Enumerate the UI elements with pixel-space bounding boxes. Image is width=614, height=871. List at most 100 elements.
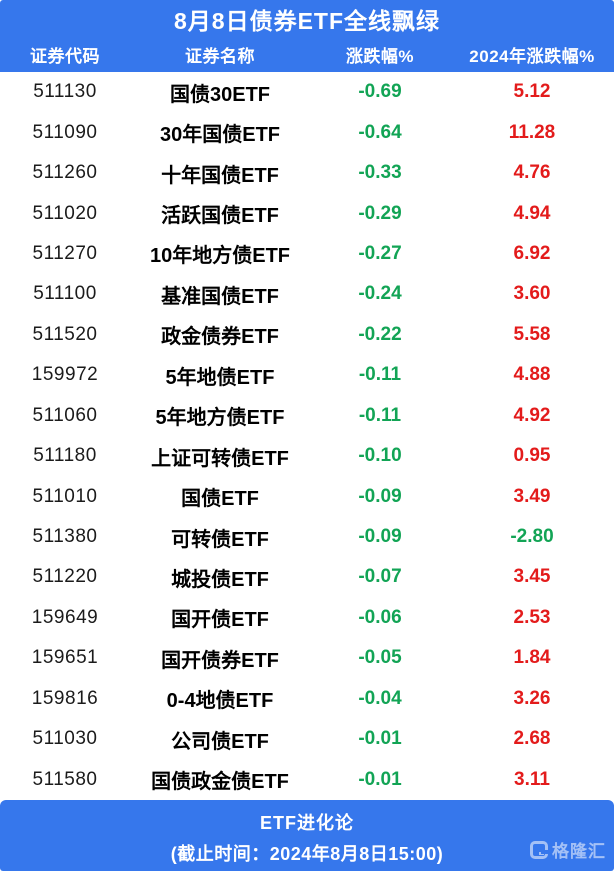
cell-security-name: 十年国债ETF — [161, 164, 279, 187]
cell-ytd-change: 3.11 — [514, 768, 550, 790]
cell-security-name: 国债政金债ETF — [151, 771, 289, 794]
col-header-name: 证券名称 — [185, 47, 255, 66]
cell-ytd-change: 4.88 — [513, 364, 551, 386]
col-header-code: 证券代码 — [30, 47, 100, 66]
cell-daily-change: -0.06 — [358, 606, 402, 628]
cell-security-name: 城投债ETF — [171, 568, 269, 591]
cell-daily-change: -0.33 — [358, 162, 402, 184]
cell-security-code: 511030 — [32, 728, 98, 750]
cell-daily-change: -0.11 — [358, 404, 402, 426]
table-body: 511130 国债30ETF -0.69 5.12 511090 30年国债ETF -0.6… — [0, 72, 614, 800]
cell-security-code: 511260 — [32, 162, 98, 184]
cell-security-code: 159972 — [31, 364, 99, 386]
table-row: 511090 30年国债ETF -0.64 11.28 — [0, 112, 614, 152]
table-row: 511520 政金债券ETF -0.22 5.58 — [0, 315, 614, 355]
table-row: 511260 十年国债ETF -0.33 4.76 — [0, 153, 614, 193]
cell-security-name: 政金债券ETF — [161, 326, 279, 349]
cell-daily-change: -0.01 — [358, 728, 402, 750]
cell-security-code: 511220 — [32, 566, 98, 588]
cell-security-code: 511520 — [32, 323, 98, 345]
table-row: 511180 上证可转债ETF -0.10 0.95 — [0, 436, 614, 476]
cell-daily-change: -0.09 — [358, 526, 402, 548]
cell-ytd-change: 3.60 — [513, 283, 551, 305]
cell-daily-change: -0.24 — [358, 283, 402, 305]
cell-security-code: 511180 — [33, 445, 97, 467]
table-row: 159972 5年地债ETF -0.11 4.88 — [0, 355, 614, 395]
table-row: 159649 国开债ETF -0.06 2.53 — [0, 598, 614, 638]
cell-ytd-change: 1.84 — [513, 647, 551, 669]
table-row: 511010 国债ETF -0.09 3.49 — [0, 476, 614, 516]
cell-security-name: 10年地方债ETF — [149, 245, 291, 268]
cell-security-name: 5年地方债ETF — [155, 407, 285, 430]
cell-ytd-change: 3.49 — [513, 485, 551, 507]
table-row: 511580 国债政金债ETF -0.01 3.11 — [0, 759, 614, 799]
cell-security-name: 公司债ETF — [171, 730, 269, 753]
cell-ytd-change: 11.28 — [508, 121, 556, 143]
cell-ytd-change: 5.12 — [513, 81, 551, 103]
table-row: 511020 活跃国债ETF -0.29 4.94 — [0, 193, 614, 233]
cell-security-code: 511380 — [32, 526, 98, 548]
cell-ytd-change: -2.80 — [510, 526, 554, 548]
cell-ytd-change: 5.58 — [513, 323, 551, 345]
cell-security-name: 国开债ETF — [171, 609, 269, 632]
table-row: 159651 国开债券ETF -0.05 1.84 — [0, 638, 614, 678]
cell-daily-change: -0.27 — [358, 242, 402, 264]
page-title: 8月8日债券ETF全线飘绿 — [173, 8, 441, 34]
cell-security-code: 159649 — [31, 606, 99, 628]
cell-security-name: 30年国债ETF — [159, 124, 281, 147]
cell-ytd-change: 2.53 — [513, 606, 551, 628]
table-row: 511030 公司债ETF -0.01 2.68 — [0, 719, 614, 759]
cell-daily-change: -0.22 — [358, 323, 402, 345]
cell-daily-change: -0.11 — [358, 364, 402, 386]
gelonghui-g-icon — [530, 840, 548, 859]
cell-ytd-change: 2.68 — [513, 728, 551, 750]
header-band: 8月8日债券ETF全线飘绿 证券代码 证券名称 涨跌幅% 2024年涨跌幅% — [0, 0, 614, 72]
col-header-ytd: 2024年涨跌幅% — [469, 47, 595, 66]
cell-ytd-change: 4.94 — [513, 202, 551, 224]
gelonghui-logo: 格隆汇 — [530, 837, 606, 862]
cell-security-name: 活跃国债ETF — [161, 205, 279, 228]
cell-security-name: 国开债券ETF — [161, 649, 279, 672]
cell-security-code: 511010 — [32, 485, 98, 507]
cell-daily-change: -0.05 — [358, 647, 402, 669]
cell-daily-change: -0.09 — [358, 485, 402, 507]
cell-security-name: 5年地债ETF — [165, 366, 275, 389]
cell-daily-change: -0.10 — [358, 445, 402, 467]
footer-source: ETF进化论 — [260, 813, 354, 833]
footer-band: ETF进化论 (截止时间：2024年8月8日15:00) 格隆汇 — [0, 800, 614, 871]
cell-daily-change: -0.04 — [358, 687, 402, 709]
cell-security-code: 511130 — [33, 81, 97, 103]
cell-daily-change: -0.01 — [358, 768, 402, 790]
cell-ytd-change: 4.76 — [513, 162, 551, 184]
gelonghui-logo-text: 格隆汇 — [552, 842, 606, 861]
cell-daily-change: -0.64 — [358, 121, 402, 143]
cell-daily-change: -0.69 — [358, 81, 402, 103]
cell-ytd-change: 4.92 — [513, 404, 551, 426]
table-row: 511100 基准国债ETF -0.24 3.60 — [0, 274, 614, 314]
cell-security-code: 511100 — [33, 283, 97, 305]
cell-security-code: 511270 — [32, 242, 98, 264]
col-header-change: 涨跌幅% — [345, 47, 415, 66]
cell-security-code: 511060 — [32, 404, 98, 426]
cell-ytd-change: 0.95 — [513, 445, 551, 467]
table-header-row: 证券代码 证券名称 涨跌幅% 2024年涨跌幅% — [0, 42, 614, 67]
cell-ytd-change: 6.92 — [513, 242, 551, 264]
table-row: 511220 城投债ETF -0.07 3.45 — [0, 557, 614, 597]
footer-timestamp: (截止时间：2024年8月8日15:00) — [170, 844, 444, 864]
table-row: 511130 国债30ETF -0.69 5.12 — [0, 72, 614, 112]
cell-security-code: 159651 — [31, 647, 99, 669]
cell-security-code: 511020 — [32, 202, 98, 224]
cell-security-name: 基准国债ETF — [161, 285, 279, 308]
table-row: 159816 0-4地债ETF -0.04 3.26 — [0, 679, 614, 719]
cell-security-name: 0-4地债ETF — [166, 690, 274, 713]
cell-ytd-change: 3.26 — [513, 687, 551, 709]
cell-ytd-change: 3.45 — [513, 566, 551, 588]
table-row: 511270 10年地方债ETF -0.27 6.92 — [0, 234, 614, 274]
cell-daily-change: -0.07 — [358, 566, 402, 588]
table-row: 511380 可转债ETF -0.09 -2.80 — [0, 517, 614, 557]
cell-security-name: 国债30ETF — [169, 83, 271, 106]
cell-security-code: 511090 — [32, 121, 98, 143]
cell-daily-change: -0.29 — [358, 202, 402, 224]
cell-security-name: 国债ETF — [181, 488, 259, 511]
